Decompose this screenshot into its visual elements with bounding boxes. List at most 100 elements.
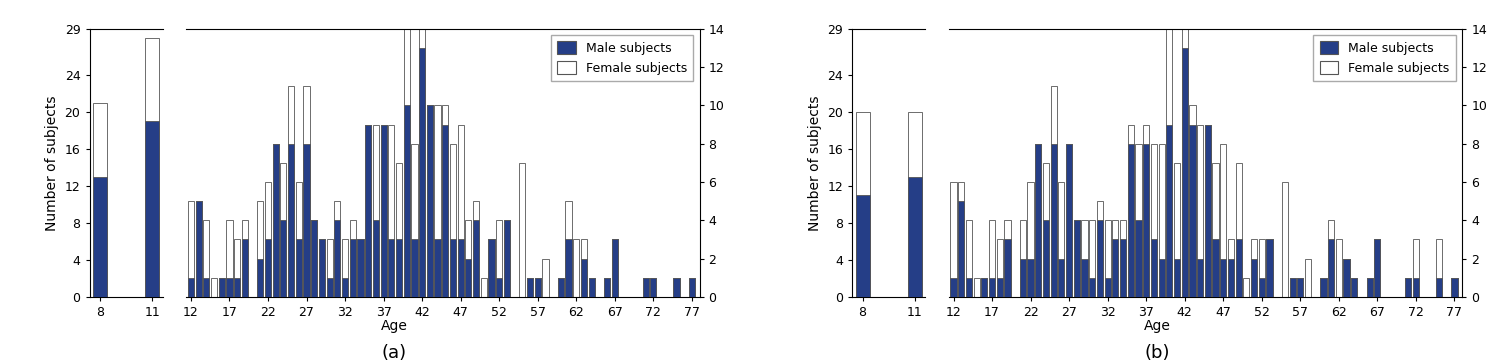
Bar	[1197, 258, 1203, 297]
Bar	[989, 278, 995, 297]
Bar	[1150, 144, 1156, 297]
Bar	[404, 29, 410, 297]
Bar	[989, 220, 995, 297]
Bar	[1082, 220, 1088, 297]
Bar	[1021, 220, 1026, 297]
Bar	[558, 278, 564, 297]
Bar	[327, 239, 333, 297]
Bar	[312, 220, 318, 297]
Bar	[404, 105, 410, 297]
Bar	[1035, 144, 1041, 297]
Bar	[1267, 239, 1273, 297]
Bar	[234, 278, 240, 297]
Bar	[1374, 239, 1380, 297]
Bar	[1405, 278, 1411, 297]
Bar	[412, 144, 418, 297]
Bar	[442, 105, 448, 297]
Bar	[1367, 278, 1373, 297]
Bar	[558, 278, 564, 297]
Bar	[1189, 125, 1195, 297]
Bar	[427, 105, 433, 297]
Text: Age: Age	[1144, 319, 1171, 333]
Bar	[1112, 220, 1119, 297]
Bar	[1306, 258, 1311, 297]
Bar	[673, 278, 679, 297]
Bar	[427, 105, 433, 297]
Bar	[188, 278, 194, 297]
Bar	[527, 278, 533, 297]
Bar	[395, 163, 403, 297]
Bar	[1128, 125, 1134, 297]
Bar	[1220, 258, 1226, 297]
Bar	[1143, 125, 1149, 297]
Bar	[1028, 182, 1034, 297]
Bar	[188, 201, 194, 297]
Bar	[997, 278, 1003, 297]
Bar	[950, 278, 956, 297]
Bar	[488, 239, 494, 297]
Bar	[210, 278, 218, 297]
Bar	[419, 48, 425, 297]
Bar	[1050, 87, 1056, 297]
Bar	[1343, 258, 1350, 297]
Bar	[488, 239, 494, 297]
Bar	[1435, 278, 1443, 297]
Bar	[466, 258, 471, 297]
Text: (a): (a)	[382, 344, 407, 362]
Bar	[589, 278, 595, 297]
Bar	[1089, 278, 1095, 297]
Bar	[909, 112, 922, 297]
Legend: Male subjects, Female subjects: Male subjects, Female subjects	[1313, 35, 1456, 81]
Bar	[234, 239, 240, 297]
Bar	[673, 278, 679, 297]
Bar	[1228, 258, 1234, 297]
Bar	[958, 201, 964, 297]
Bar	[1213, 163, 1219, 297]
Bar	[1043, 163, 1049, 297]
Bar	[1328, 220, 1334, 297]
Bar	[1282, 182, 1288, 297]
Bar	[1150, 239, 1156, 297]
Bar	[1104, 278, 1110, 297]
Bar	[1104, 220, 1110, 297]
Bar	[1435, 239, 1443, 297]
Bar	[295, 182, 301, 297]
Bar	[1004, 220, 1010, 297]
Bar	[1182, 29, 1188, 297]
Bar	[958, 182, 964, 297]
Bar	[1158, 258, 1165, 297]
Bar	[689, 278, 695, 297]
Bar	[965, 278, 971, 297]
Bar	[1004, 239, 1010, 297]
Bar	[380, 125, 386, 297]
Bar	[395, 239, 403, 297]
Bar	[349, 239, 357, 297]
Bar	[497, 220, 503, 297]
Bar	[651, 278, 656, 297]
Bar	[497, 278, 503, 297]
Bar	[1120, 239, 1126, 297]
Bar	[504, 220, 510, 297]
Bar	[1189, 105, 1195, 297]
Bar	[1374, 239, 1380, 297]
Bar	[242, 220, 248, 297]
Bar	[1405, 278, 1411, 297]
Bar	[1182, 48, 1188, 297]
Bar	[543, 258, 549, 297]
Bar	[643, 278, 649, 297]
Bar	[1128, 144, 1134, 297]
Bar	[257, 201, 264, 297]
Bar	[1297, 278, 1304, 297]
Bar	[195, 201, 201, 297]
Bar	[1320, 278, 1326, 297]
Y-axis label: Number of subjects: Number of subjects	[807, 95, 822, 231]
Bar	[1058, 182, 1064, 297]
Bar	[227, 220, 233, 297]
Bar	[280, 163, 286, 297]
Bar	[1028, 258, 1034, 297]
Bar	[612, 239, 618, 297]
Bar	[1035, 144, 1041, 297]
Bar	[643, 278, 649, 297]
Bar	[358, 239, 364, 297]
Bar	[319, 239, 325, 297]
